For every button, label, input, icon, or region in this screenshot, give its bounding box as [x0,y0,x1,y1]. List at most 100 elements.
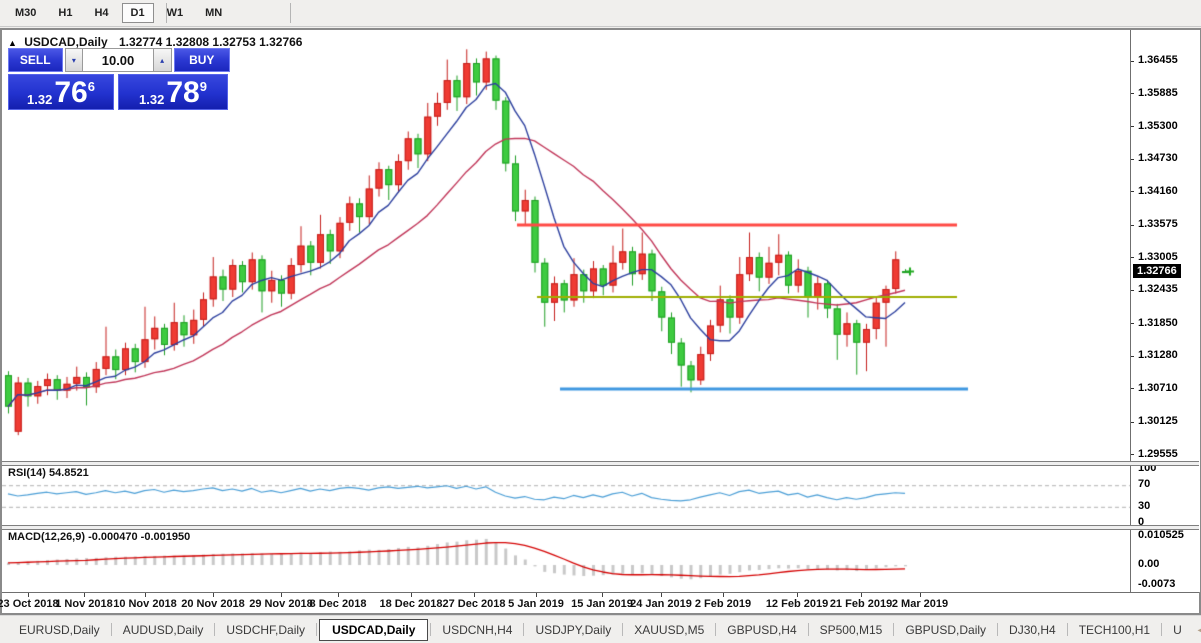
price-axis-tick [1131,191,1134,193]
date-axis-tick [861,593,862,597]
date-axis-label: 15 Jan 2019 [571,598,633,610]
sell-button[interactable]: SELL [8,48,63,72]
chart-title: ▲ USDCAD,Daily 1.32774 1.32808 1.32753 1… [8,35,302,49]
date-axis-tick [723,593,724,597]
timeframe-button-h1[interactable]: H1 [58,7,73,19]
sell-price-base: 1.32 [27,92,53,107]
rsi-label: RSI(14) 54.8521 [8,467,89,479]
tab-gbpusd-daily[interactable]: GBPUSD,Daily [905,622,987,637]
date-axis-tick [797,593,798,597]
volume-down-button[interactable]: ▾ [64,48,84,72]
price-axis-label: 1.33005 [1138,250,1178,263]
date-axis-tick [338,593,339,597]
one-click-trade-panel: SELL ▾ 10.00 ▴ BUY 1.32 76 6 1.32 78 9 [8,48,231,110]
tab-separator [214,623,216,636]
date-axis-label: 23 Oct 2018 [0,598,59,610]
price-axis[interactable]: 1.32766 1.36455 1.35885 1.35300 1.34730 1.34… [1130,30,1200,592]
date-axis-tick [213,593,214,597]
date-axis-label: 2 Feb 2019 [694,598,752,610]
toolbar-separator [166,3,167,23]
buy-button[interactable]: BUY [173,48,231,72]
buy-price-main: 78 [166,76,200,110]
price-axis-tick [1131,126,1134,128]
date-axis-label: 12 Feb 2019 [765,598,829,610]
sell-price-main: 76 [54,76,88,110]
date-axis-label: 2 Mar 2019 [891,598,949,610]
date-axis[interactable]: 23 Oct 2018 1 Nov 2018 10 Nov 2018 20 Nov 2… [0,592,1199,613]
sell-price-tile[interactable]: 1.32 76 6 [8,74,114,110]
tab-separator [316,623,318,636]
tab-gbpusd-h4[interactable]: GBPUSD,H4 [727,622,797,637]
tab-usdcad-daily[interactable]: USDCAD,Daily [319,618,429,641]
timeframe-button-m30[interactable]: M30 [15,7,37,19]
tab-separator [997,623,999,636]
timeframe-button-d1[interactable]: D1 [121,3,154,23]
price-axis-label: 1.32435 [1138,283,1178,296]
macd-axis-label: -0.0073 [1138,578,1176,591]
price-axis-tick [1131,289,1134,291]
date-axis-tick [920,593,921,597]
toolbar-separator [290,3,291,23]
rsi-axis-label: 0 [1138,516,1145,528]
tab-u[interactable]: U [1173,622,1182,637]
date-axis-label: 8 Dec 2018 [309,598,367,610]
tab-scroll-left-icon[interactable]: ◄ [1195,624,1201,635]
tab-dj30-h4[interactable]: DJ30,H4 [1009,622,1056,637]
pane-splitter[interactable] [2,461,1199,466]
macd-label: MACD(12,26,9) -0.000470 -0.001950 [8,531,191,543]
macd-canvas[interactable] [2,528,1130,592]
price-axis-tick [1131,421,1134,423]
chart-ohlc-values: 1.32774 1.32808 1.32753 1.32766 [118,35,303,49]
price-axis-tick [1131,388,1134,390]
tab-separator [622,623,624,636]
price-axis-label: 1.31850 [1138,316,1178,329]
date-axis-label: 18 Dec 2018 [379,598,443,610]
price-axis-label: 1.36455 [1138,54,1178,66]
date-axis-label: 27 Dec 2018 [442,598,506,610]
sell-price-pip: 6 [87,79,95,94]
price-axis-label: 1.33575 [1138,218,1178,231]
price-axis-tick [1131,158,1134,160]
price-axis-tick [1131,224,1134,226]
tab-usdcnh-h4[interactable]: USDCNH,H4 [442,622,513,637]
rsi-canvas[interactable] [2,464,1130,525]
timeframe-button-w1[interactable]: W1 [166,7,184,19]
price-axis-tick [1131,257,1134,259]
pane-splitter[interactable] [2,525,1199,530]
price-axis-tick [1131,323,1134,325]
symbol-tab-bar: EURUSD,Daily AUDUSD,Daily USDCHF,Daily USDC… [0,615,1201,643]
chart-window: ▲ USDCAD,Daily 1.32774 1.32808 1.32753 1… [0,28,1201,615]
price-axis-label: 1.30125 [1138,415,1178,428]
symbol-tabs: EURUSD,Daily AUDUSD,Daily USDCHF,Daily USDC… [10,618,1191,641]
rsi-axis-label: 70 [1138,478,1151,491]
price-axis-tick [1131,355,1134,357]
tab-sp500-m15[interactable]: SP500,M15 [819,622,883,637]
timeframe-buttons: M30 H1 H4 D1 W1 MN [4,3,233,23]
timeframe-button-mn[interactable]: MN [205,7,223,19]
tab-xauusd-m5[interactable]: XAUUSD,M5 [634,622,705,637]
current-price-badge: 1.32766 [1133,263,1181,278]
tab-usdchf-daily[interactable]: USDCHF,Daily [226,622,306,637]
tab-separator [523,623,525,636]
tab-audusd-daily[interactable]: AUDUSD,Daily [122,622,204,637]
triangle-up-icon: ▴ [160,55,165,65]
buy-price-tile[interactable]: 1.32 78 9 [118,74,228,110]
tab-tech100-h1[interactable]: TECH100,H1 [1078,622,1151,637]
volume-up-button[interactable]: ▴ [152,48,172,72]
tab-usdjpy-daily[interactable]: USDJPY,Daily [535,622,612,637]
date-axis-label: 29 Nov 2018 [249,598,313,610]
price-axis-label: 1.35300 [1138,119,1178,132]
price-axis-tick [1131,454,1134,456]
timeframe-toolbar: M30 H1 H4 D1 W1 MN [0,0,1201,27]
buy-price-pip: 9 [199,79,207,94]
volume-input[interactable]: 10.00 [83,48,153,72]
tab-separator [807,623,809,636]
collapse-panel-icon[interactable]: ▲ [8,38,17,48]
date-axis-label: 24 Jan 2019 [630,598,692,610]
tab-eurusd-daily[interactable]: EURUSD,Daily [19,622,100,637]
tab-scroll-controls: ◄ ► [1191,623,1201,637]
rsi-axis-label: 30 [1138,499,1151,512]
timeframe-button-h4[interactable]: H4 [94,7,109,19]
date-axis-tick [661,593,662,597]
